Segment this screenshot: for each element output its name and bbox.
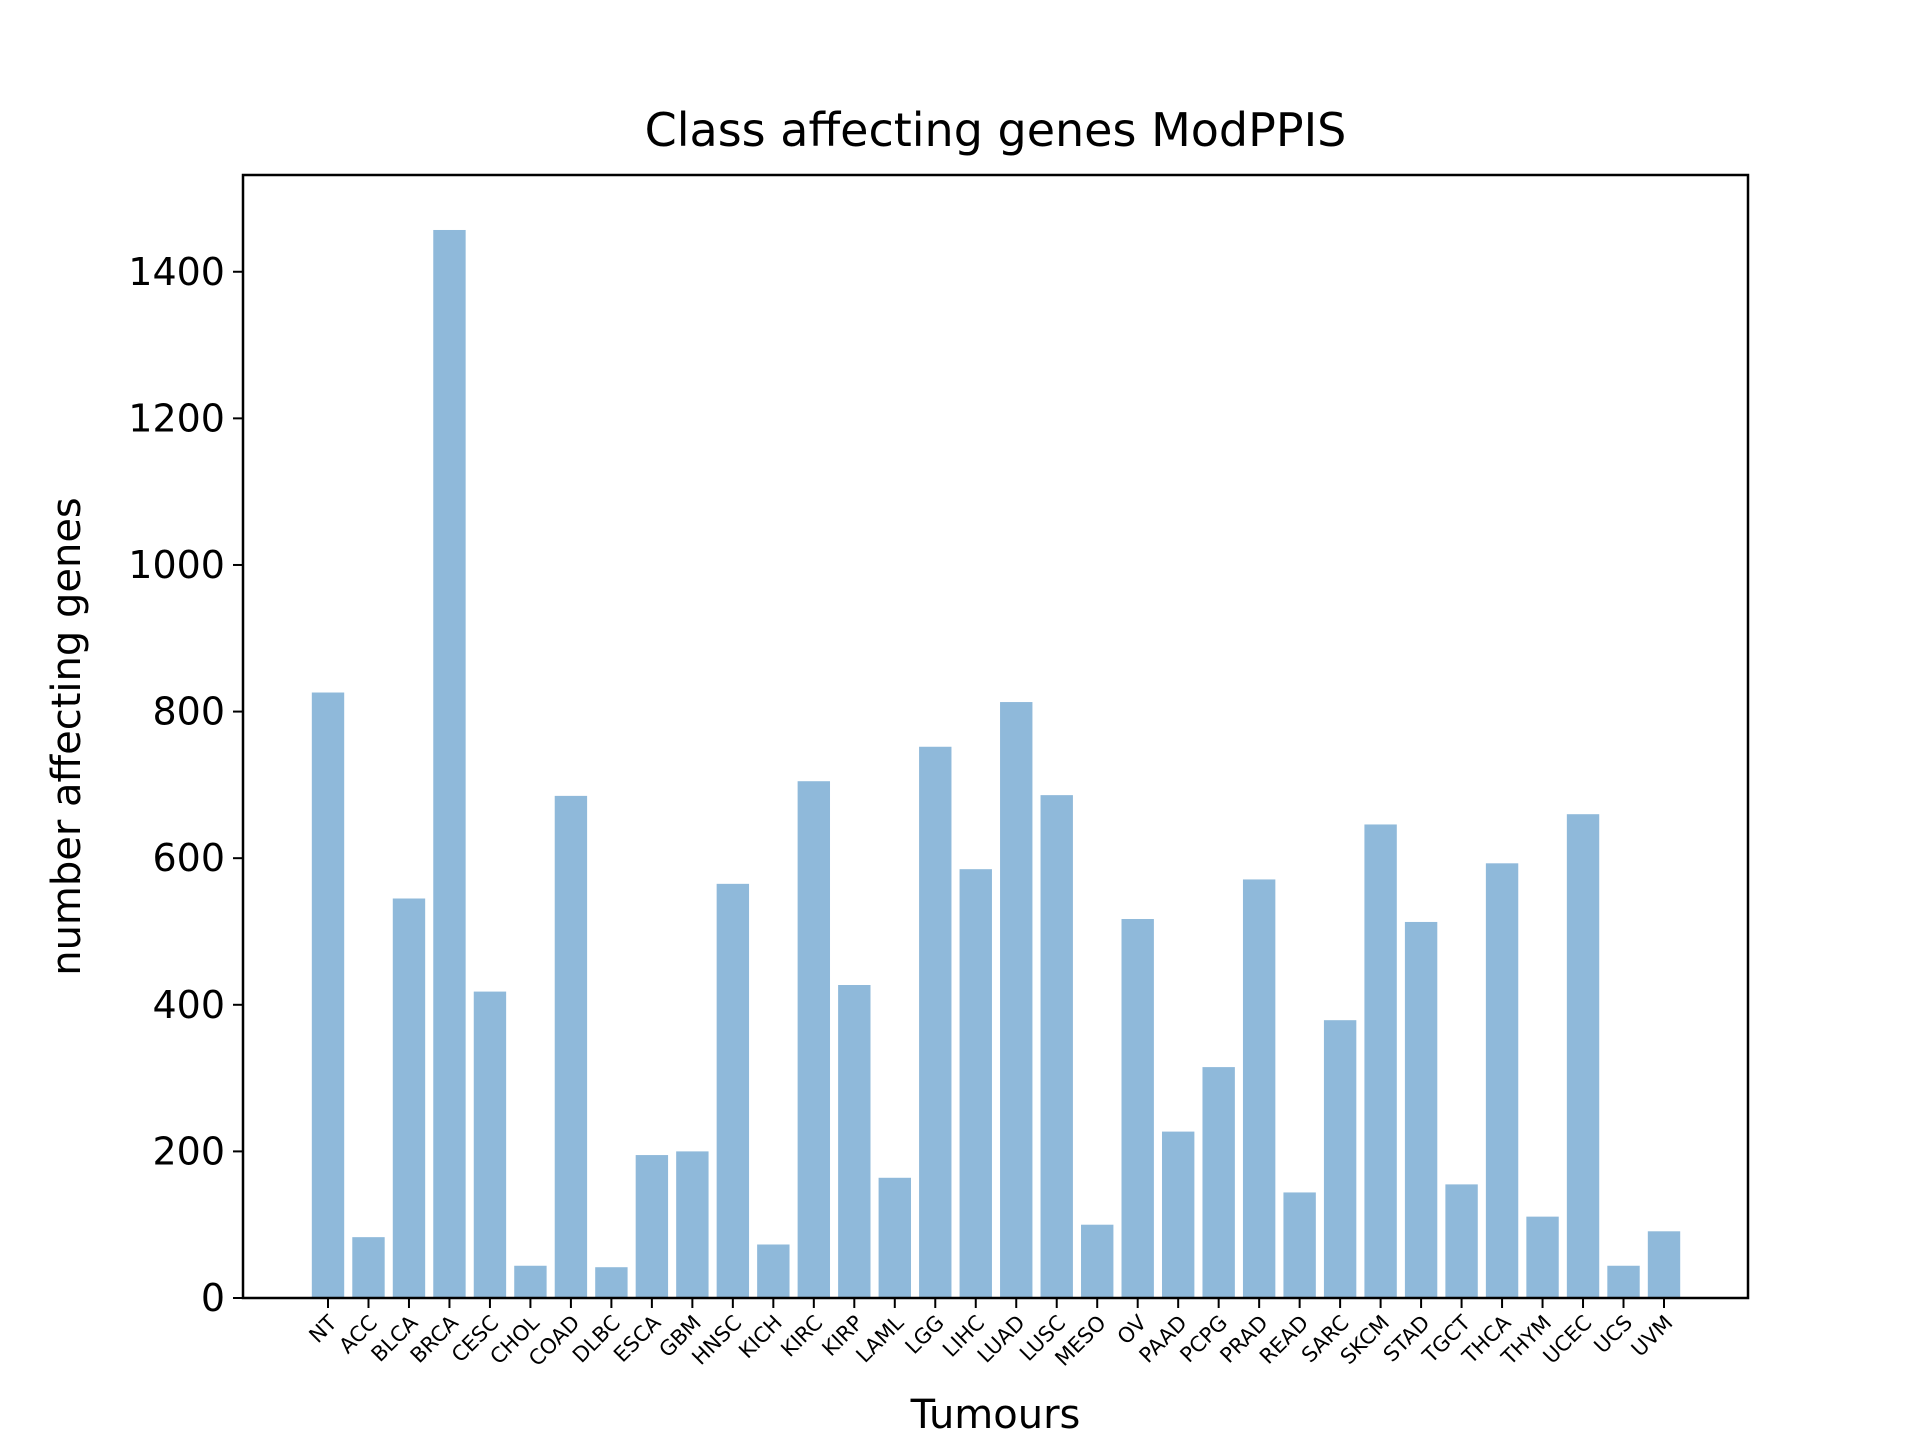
bar-prad xyxy=(1242,879,1276,1298)
bar-dlbc xyxy=(595,1267,628,1298)
bar-read xyxy=(1283,1192,1316,1298)
plot-frame xyxy=(241,173,1750,1300)
bar-esca xyxy=(635,1155,669,1298)
bar-kirp xyxy=(838,985,871,1298)
bar-paad xyxy=(1161,1131,1195,1298)
bars-layer xyxy=(311,229,1681,1299)
chart-title: Class affecting genes ModPPIS xyxy=(645,103,1347,157)
bar-nt xyxy=(311,692,345,1298)
bar-ucec xyxy=(1566,814,1600,1298)
y-tick-label: 600 xyxy=(152,836,225,880)
y-tick-label: 1000 xyxy=(128,543,225,587)
bar-hnsc xyxy=(716,883,750,1298)
y-tick-label: 0 xyxy=(201,1276,225,1320)
bar-lihc xyxy=(959,869,992,1298)
bar-tgct xyxy=(1445,1184,1478,1298)
bar-meso xyxy=(1081,1224,1114,1298)
bar-lgg xyxy=(919,746,952,1298)
y-tick-label: 1400 xyxy=(128,250,225,294)
bar-ov xyxy=(1121,919,1154,1298)
bar-blca xyxy=(392,898,426,1298)
bar-kirc xyxy=(797,781,831,1298)
bar-laml xyxy=(878,1177,911,1298)
bar-pcpg xyxy=(1202,1067,1235,1298)
x-axis-label: Tumours xyxy=(910,1392,1081,1438)
bar-thym xyxy=(1526,1216,1559,1298)
y-tick-label: 200 xyxy=(152,1129,225,1173)
y-tick-label: 400 xyxy=(152,983,225,1027)
bar-sarc xyxy=(1323,1020,1357,1298)
y-tick-label: 1200 xyxy=(128,396,225,440)
bar-brca xyxy=(433,229,466,1299)
bar-chol xyxy=(514,1265,547,1298)
bar-coad xyxy=(554,795,588,1298)
bar-stad xyxy=(1404,921,1438,1298)
bar-cesc xyxy=(473,991,507,1298)
bar-kich xyxy=(757,1244,790,1298)
bar-skcm xyxy=(1364,824,1397,1298)
y-axis-label: number affecting genes xyxy=(44,497,90,976)
bar-uvm xyxy=(1647,1231,1681,1298)
y-tick-label: 800 xyxy=(152,690,225,734)
bar-lusc xyxy=(1040,795,1073,1298)
bar-luad xyxy=(1000,702,1033,1298)
bar-thca xyxy=(1485,863,1519,1298)
bar-ucs xyxy=(1607,1265,1640,1298)
bar-acc xyxy=(352,1237,385,1298)
bar-gbm xyxy=(676,1151,709,1298)
